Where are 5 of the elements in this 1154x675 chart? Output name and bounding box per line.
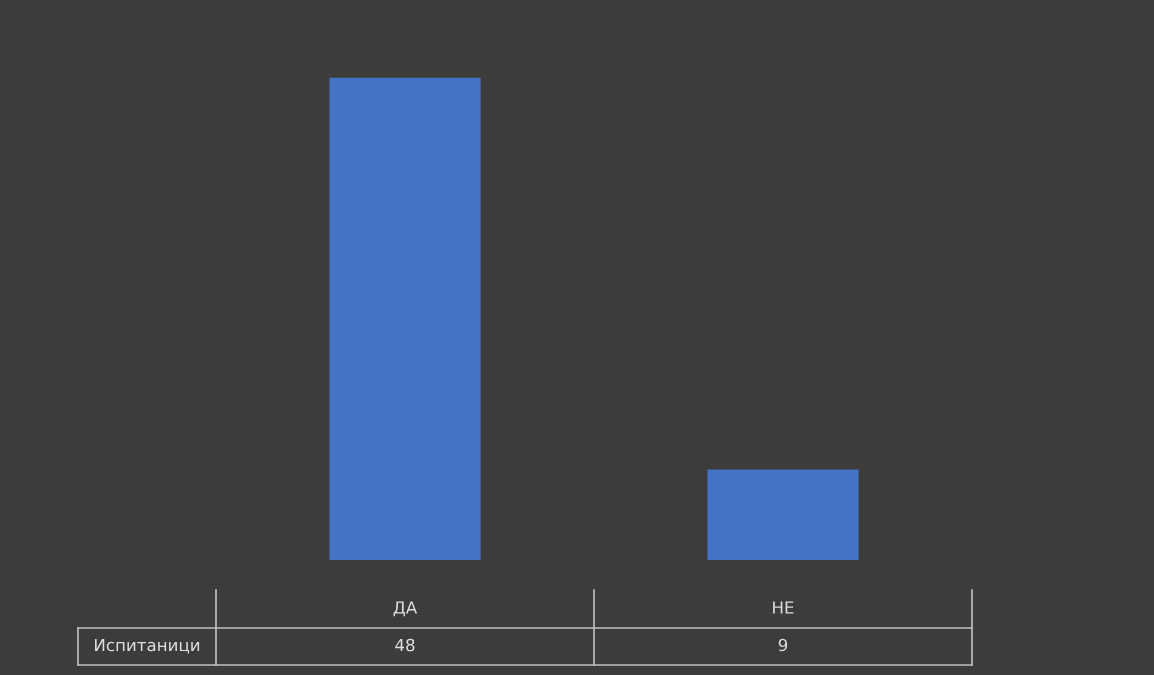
text: Испитаници [95,638,200,654]
x-tick-label: НЕ [773,601,794,614]
x-tick-label: ДА [393,601,418,617]
data-label: 48 [395,638,415,652]
data-label: 9 [778,638,788,652]
